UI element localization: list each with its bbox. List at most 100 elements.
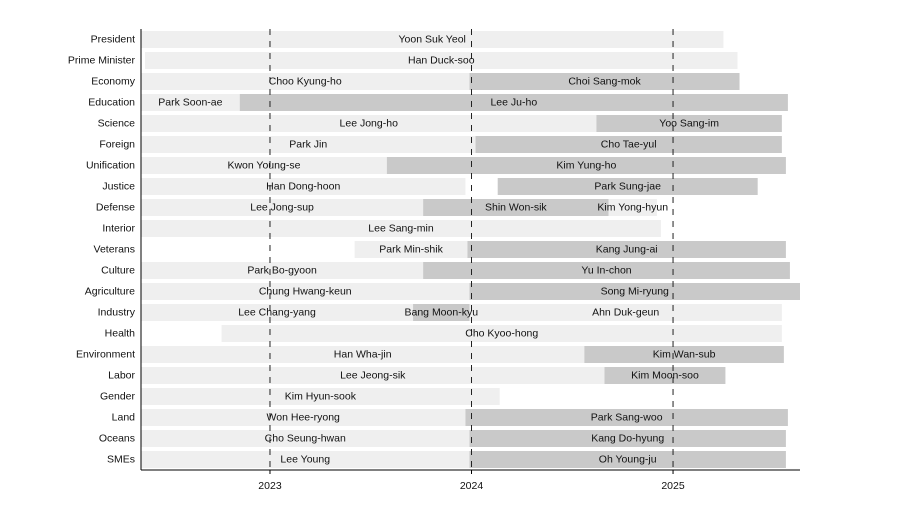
- term-name: Ahn Duk-geun: [592, 306, 659, 318]
- term-name: Song Mi-ryung: [601, 285, 669, 297]
- labels: Yoon Suk Yeol Han Duck-soo Choo Kyung-ho Ch…: [158, 33, 719, 465]
- row-label: Culture: [101, 264, 135, 276]
- term-bar: [423, 262, 790, 279]
- row-label: Land: [112, 411, 136, 423]
- row-label: President: [91, 33, 135, 45]
- term-bar: [584, 346, 784, 363]
- term-bar: [608, 199, 657, 216]
- term-bar: [145, 52, 738, 69]
- term-name: Han Duck-soo: [408, 54, 475, 66]
- term-name: Kim Wan-sub: [653, 348, 716, 360]
- term-bar: [469, 283, 800, 300]
- term-bar: [141, 199, 424, 216]
- term-name: Choi Sang-mok: [568, 75, 641, 87]
- term-name: Kim Yung-ho: [556, 159, 616, 171]
- term-bar: [467, 241, 786, 258]
- row-label: Defense: [96, 201, 135, 213]
- row-label: Justice: [102, 180, 135, 192]
- term-name: Park Sung-jae: [594, 180, 661, 192]
- term-name: Shin Won-sik: [485, 201, 547, 213]
- term-bar: [141, 367, 605, 384]
- term-bar: [604, 367, 726, 384]
- term-bar: [141, 262, 424, 279]
- term-bar: [141, 220, 661, 237]
- term-bar: [141, 178, 466, 195]
- term-name: Lee Ju-ho: [490, 96, 537, 108]
- term-name: Park Soon-ae: [158, 96, 222, 108]
- term-bar: [465, 409, 788, 426]
- term-bar: [469, 430, 786, 447]
- term-name: Lee Jong-ho: [340, 117, 399, 129]
- x-tick-label: 2023: [258, 480, 282, 492]
- row-label: Oceans: [99, 432, 135, 444]
- term-bar: [141, 157, 387, 174]
- row-label: Health: [105, 327, 136, 339]
- term-bar: [141, 409, 466, 426]
- term-name: Bang Moon-kyu: [405, 306, 479, 318]
- row-label: Interior: [102, 222, 135, 234]
- row-label: Gender: [100, 390, 136, 402]
- term-name: Kim Hyun-sook: [285, 390, 357, 402]
- row-label: Industry: [98, 306, 136, 318]
- term-bar: [141, 73, 470, 90]
- term-bar: [141, 388, 500, 405]
- term-name: Yoo Sang-im: [659, 117, 719, 129]
- row-label: Environment: [76, 348, 135, 360]
- term-bar: [386, 157, 786, 174]
- term-name: Yoon Suk Yeol: [399, 33, 466, 45]
- term-bar: [141, 115, 597, 132]
- term-name: Lee Jong-sup: [250, 201, 314, 213]
- row-label: Prime Minister: [68, 54, 136, 66]
- term-bar: [141, 346, 585, 363]
- term-bar: [469, 73, 740, 90]
- term-bar: [141, 31, 724, 48]
- term-bar: [469, 304, 782, 321]
- row-label: Agriculture: [85, 285, 135, 297]
- term-bar: [141, 136, 476, 153]
- term-bar: [469, 451, 786, 468]
- row-label: SMEs: [107, 453, 135, 465]
- term-name: Lee Young: [280, 453, 330, 465]
- term-name: Park Bo-gyoon: [247, 264, 317, 276]
- term-name: Han Dong-hoon: [266, 180, 340, 192]
- term-name: Kang Jung-ai: [596, 243, 658, 255]
- row-label: Veterans: [94, 243, 135, 255]
- term-name: Kwon Young-se: [227, 159, 300, 171]
- term-name: Cho Seung-hwan: [265, 432, 346, 444]
- term-bar: [141, 451, 470, 468]
- term-bar: [239, 94, 788, 111]
- term-name: Won Hee-ryong: [267, 411, 341, 423]
- term-bar: [354, 241, 468, 258]
- row-label: Labor: [108, 369, 135, 381]
- term-bar: [141, 304, 414, 321]
- term-name: Kim Moon-soo: [631, 369, 699, 381]
- row-label: Education: [88, 96, 135, 108]
- term-name: Park Min-shik: [379, 243, 443, 255]
- term-name: Kang Do-hyung: [591, 432, 664, 444]
- term-bar: [475, 136, 782, 153]
- term-name: Cho Kyoo-hong: [465, 327, 538, 339]
- row-label: Economy: [91, 75, 136, 87]
- term-name: Lee Sang-min: [368, 222, 434, 234]
- term-name: Oh Young-ju: [599, 453, 657, 465]
- x-tick-label: 2024: [460, 480, 484, 492]
- bars: [141, 31, 800, 468]
- row-label: Unification: [86, 159, 135, 171]
- term-name: Park Sang-woo: [591, 411, 663, 423]
- term-name: Lee Chang-yang: [238, 306, 316, 318]
- term-name: Park Jin: [289, 138, 327, 150]
- term-bar: [413, 304, 470, 321]
- term-bar: [141, 430, 470, 447]
- term-bar: [221, 325, 782, 342]
- x-tick-label: 2025: [661, 480, 685, 492]
- term-name: Choo Kyung-ho: [269, 75, 342, 87]
- row-label: Foreign: [99, 138, 135, 150]
- term-name: Kim Yong-hyun: [597, 201, 668, 213]
- term-bar: [596, 115, 782, 132]
- term-name: Han Wha-jin: [334, 348, 392, 360]
- term-bar: [141, 94, 240, 111]
- term-name: Yu In-chon: [581, 264, 631, 276]
- term-bar: [141, 283, 470, 300]
- row-label: Science: [98, 117, 136, 129]
